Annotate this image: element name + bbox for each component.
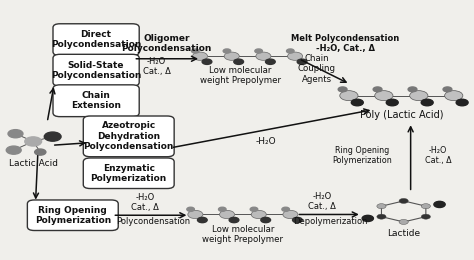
FancyBboxPatch shape	[83, 116, 174, 157]
Circle shape	[282, 207, 290, 211]
Circle shape	[443, 87, 452, 92]
Circle shape	[255, 49, 263, 53]
Circle shape	[292, 217, 302, 223]
Text: Ring Opening
Polymerization: Ring Opening Polymerization	[35, 206, 111, 225]
Text: -H₂O
Cat., Δ: -H₂O Cat., Δ	[143, 57, 171, 76]
Text: -H₂O: -H₂O	[256, 137, 276, 146]
Circle shape	[35, 149, 46, 155]
Text: Chain
Coupling
Agents: Chain Coupling Agents	[298, 54, 336, 84]
Circle shape	[44, 132, 61, 141]
Circle shape	[421, 204, 430, 209]
FancyBboxPatch shape	[53, 54, 139, 86]
Circle shape	[191, 49, 199, 53]
Circle shape	[399, 198, 408, 203]
Circle shape	[219, 210, 235, 219]
Circle shape	[250, 207, 258, 211]
Text: Depolymerization: Depolymerization	[293, 217, 367, 226]
Text: Lactic Acid: Lactic Acid	[9, 159, 58, 168]
Circle shape	[251, 210, 266, 219]
FancyBboxPatch shape	[53, 24, 139, 56]
Text: -H₂O
Cat., Δ: -H₂O Cat., Δ	[131, 193, 159, 212]
Text: Chain
Extension: Chain Extension	[71, 91, 121, 110]
Circle shape	[224, 52, 239, 60]
Text: Lactide: Lactide	[387, 229, 420, 238]
Circle shape	[188, 210, 203, 219]
Circle shape	[421, 99, 433, 106]
Circle shape	[223, 49, 231, 53]
Circle shape	[265, 59, 275, 64]
Circle shape	[375, 91, 393, 101]
Text: -H₂O
Cat., Δ: -H₂O Cat., Δ	[308, 192, 336, 211]
Circle shape	[373, 87, 382, 92]
Text: Low molecular
weight Prepolymer: Low molecular weight Prepolymer	[202, 225, 283, 244]
Text: Enzymatic
Polymerization: Enzymatic Polymerization	[91, 164, 167, 183]
Circle shape	[261, 217, 271, 223]
Circle shape	[25, 137, 42, 146]
Circle shape	[338, 87, 347, 92]
Circle shape	[410, 91, 428, 101]
FancyBboxPatch shape	[83, 158, 174, 188]
Circle shape	[351, 99, 363, 106]
Circle shape	[198, 217, 207, 223]
Text: Polycondensation: Polycondensation	[116, 217, 191, 226]
FancyBboxPatch shape	[27, 200, 118, 231]
Circle shape	[219, 207, 226, 211]
Circle shape	[8, 130, 23, 138]
Circle shape	[377, 214, 386, 219]
Circle shape	[434, 201, 445, 207]
Circle shape	[377, 204, 386, 209]
Circle shape	[297, 59, 307, 64]
Text: Melt Polycondensation
-H₂O, Cat., Δ: Melt Polycondensation -H₂O, Cat., Δ	[292, 34, 400, 53]
Text: Azeotropic
Dehydration
Polycondensation: Azeotropic Dehydration Polycondensation	[83, 121, 174, 151]
Circle shape	[445, 91, 463, 101]
Circle shape	[399, 219, 408, 224]
Circle shape	[187, 207, 194, 211]
Text: Low molecular
weight Prepolymer: Low molecular weight Prepolymer	[200, 66, 281, 85]
Circle shape	[234, 59, 244, 64]
Circle shape	[288, 52, 302, 60]
Circle shape	[386, 99, 398, 106]
Circle shape	[362, 215, 374, 222]
Circle shape	[256, 52, 271, 60]
Circle shape	[421, 214, 430, 219]
Circle shape	[6, 146, 21, 154]
Circle shape	[287, 49, 294, 53]
Circle shape	[340, 91, 358, 101]
Circle shape	[229, 217, 239, 223]
Text: Ring Opening
Polymerization: Ring Opening Polymerization	[332, 146, 392, 165]
Circle shape	[192, 52, 208, 60]
Text: Direct
Polycondensation: Direct Polycondensation	[51, 30, 141, 49]
Circle shape	[283, 210, 298, 219]
Circle shape	[408, 87, 417, 92]
Text: Solid-State
Polycondensation: Solid-State Polycondensation	[51, 61, 141, 80]
Text: Oligomer
Polycondensation: Oligomer Polycondensation	[121, 34, 212, 53]
Text: -H₂O
Cat., Δ: -H₂O Cat., Δ	[425, 146, 451, 165]
FancyBboxPatch shape	[53, 85, 139, 117]
Circle shape	[456, 99, 468, 106]
Text: Poly (Lactic Acid): Poly (Lactic Acid)	[360, 110, 443, 120]
Circle shape	[202, 59, 212, 64]
